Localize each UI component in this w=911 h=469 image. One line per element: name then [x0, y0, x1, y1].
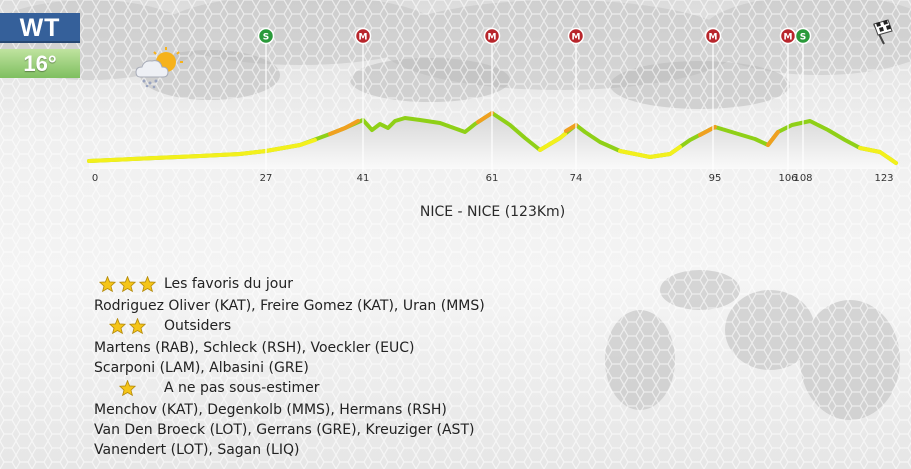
marker-letter: M: [709, 33, 718, 43]
marker-letter: M: [359, 33, 368, 43]
km-label: 61: [486, 173, 499, 184]
km-label: 95: [709, 173, 722, 184]
mountain-marker-icon: M: [567, 27, 585, 45]
star-icon: [118, 379, 137, 396]
rider-list-line: Vanendert (LOT), Sagan (LIQ): [94, 442, 300, 458]
star-rating: [94, 378, 164, 399]
favorites-category: Les favoris du jour: [94, 274, 485, 294]
km-label: 74: [570, 173, 583, 184]
mountain-marker-icon: M: [704, 27, 722, 45]
category-label: Les favoris du jour: [164, 275, 293, 292]
rider-list-line: Martens (RAB), Schleck (RSH), Voeckler (…: [94, 340, 415, 356]
rider-list-line: Rodriguez Oliver (KAT), Freire Gomez (KA…: [94, 298, 485, 314]
star-icon: [108, 317, 127, 334]
temperature-badge: 16°: [0, 49, 80, 78]
stage-title: NICE - NICE (123Km): [419, 204, 566, 220]
km-label: 106: [778, 173, 797, 184]
favorites-panel: Les favoris du jour Rodriguez Oliver (KAT…: [94, 274, 485, 460]
rider-list-line: Menchov (KAT), Degenkolb (MMS), Hermans …: [94, 402, 447, 418]
star-icon: [118, 275, 137, 292]
km-label: 0: [92, 173, 98, 184]
checkered-flag-icon: [873, 19, 893, 45]
marker-letter: S: [800, 33, 806, 43]
rider-list-line: Scarponi (LAM), Albasini (GRE): [94, 360, 309, 376]
rider-list-line: Van Den Broeck (LOT), Gerrans (GRE), Kre…: [94, 422, 475, 438]
cloud-sun-snow-icon: [135, 47, 183, 89]
km-label: 108: [793, 173, 812, 184]
marker-letter: M: [784, 33, 793, 43]
category-label: Outsiders: [164, 317, 232, 334]
mountain-marker-icon: M: [779, 27, 797, 45]
category-label: A ne pas sous-estimer: [164, 379, 320, 396]
race-class-badge: WT: [0, 13, 80, 43]
star-icon: [98, 275, 117, 292]
star-icon: [138, 275, 157, 292]
mountain-marker-icon: M: [354, 27, 372, 45]
sprint-marker-icon: S: [794, 27, 812, 45]
km-label: 123: [874, 173, 893, 184]
mountain-marker-icon: M: [483, 27, 501, 45]
marker-letter: M: [572, 33, 581, 43]
star-icon: [128, 317, 147, 334]
favorites-category: A ne pas sous-estimer: [94, 378, 485, 398]
favorites-category: Outsiders: [94, 316, 485, 336]
km-label: 41: [357, 173, 370, 184]
sprint-marker-icon: S: [257, 27, 275, 45]
km-label: 27: [260, 173, 273, 184]
marker-letter: S: [263, 33, 269, 43]
star-rating: [94, 274, 164, 295]
marker-letter: M: [488, 33, 497, 43]
star-rating: [94, 316, 164, 337]
